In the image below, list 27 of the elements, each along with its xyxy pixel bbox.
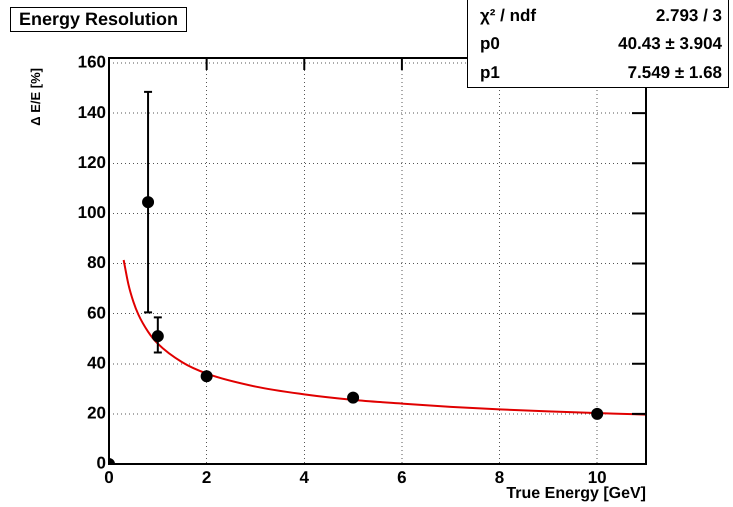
annotation: p1 xyxy=(480,62,501,83)
y-tick-label: 80 xyxy=(87,253,106,272)
point xyxy=(347,392,360,404)
y-tick-label: 20 xyxy=(87,404,106,423)
annotation: 7.549 ± 1.68 xyxy=(626,62,722,83)
chart-title: Energy Resolution xyxy=(10,7,188,32)
line-series xyxy=(122,259,646,416)
text: χ² / ndf xyxy=(480,6,538,26)
y-tick-label: 160 xyxy=(78,52,106,72)
x-tick-label: 8 xyxy=(494,468,504,487)
x-axis-title: True Energy [GeV] xyxy=(506,484,646,502)
y-tick-label: 40 xyxy=(87,353,106,372)
y-axis-title: Δ E/E [%] xyxy=(28,68,43,126)
y-tick-label: 140 xyxy=(78,102,106,122)
x-tick-label: 4 xyxy=(300,468,310,487)
text: 40.43 ± 3.904 xyxy=(617,34,722,54)
x-tick-label: 10 xyxy=(588,468,607,487)
text: 2.793 / 3 xyxy=(654,6,722,26)
point xyxy=(200,370,213,382)
y-tick-label: 60 xyxy=(87,303,106,322)
x-tick-label: 6 xyxy=(397,468,407,487)
y-tick-label: 0 xyxy=(96,454,106,473)
y-tick-label: 100 xyxy=(78,203,106,222)
text: p0 xyxy=(480,34,501,54)
y-tick-label: 120 xyxy=(78,152,106,172)
x-tick-label: 2 xyxy=(202,468,212,487)
point xyxy=(591,408,604,420)
